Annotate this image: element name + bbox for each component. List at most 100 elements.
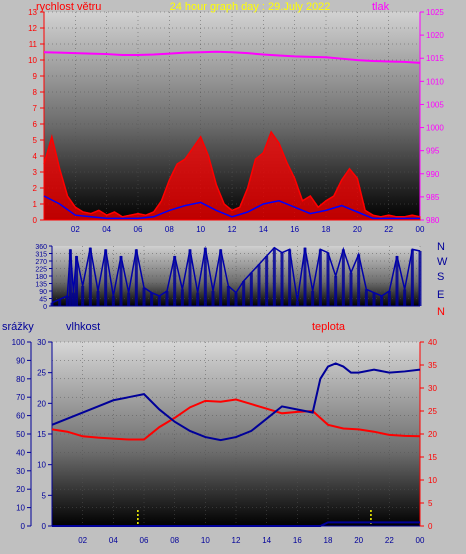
humidity-tick-label: 5 (42, 491, 47, 500)
wind-speed-tick-label: 7 (33, 104, 38, 113)
humidity-tick-label: 20 (37, 399, 46, 408)
temperature-axis-title: teplota (312, 321, 346, 333)
wind-speed-tick-label: 9 (33, 72, 38, 81)
temperature-tick-label: 15 (428, 453, 437, 462)
wind-direction-line (51, 246, 421, 304)
humidity-tick-label: 25 (37, 369, 46, 378)
wind-direction-series (50, 246, 422, 306)
pressure-axis-title: tlak (372, 1, 390, 13)
time-tick-label: 10 (201, 536, 210, 545)
direction-tick-label: 315 (35, 252, 47, 259)
time-tick-label: 18 (322, 225, 331, 234)
wind-average-line (43, 195, 420, 220)
compass-label: N (437, 306, 445, 318)
pressure-tick-label: 980 (426, 216, 440, 225)
temperature-tick-label: 35 (428, 361, 437, 370)
precipitation-axis: 0 10 20 30 40 50 60 70 80 90 100 (12, 338, 32, 531)
compass-label: E (437, 289, 444, 301)
time-tick-label: 18 (324, 536, 333, 545)
wind-speed-tick-label: 6 (33, 120, 38, 129)
wind-speed-axis-title: rychlost větru (36, 1, 101, 13)
precipitation-tick-label: 50 (16, 430, 25, 439)
time-tick-label: 12 (232, 536, 241, 545)
pressure-tick-label: 1010 (426, 77, 444, 86)
temperature-tick-label: 30 (428, 384, 437, 393)
temp-humidity-series (51, 362, 421, 527)
time-tick-label: 16 (293, 536, 302, 545)
humidity-axis-title: vlhkost (66, 321, 100, 333)
time-tick-label: 20 (354, 536, 363, 545)
temperature-tick-label: 40 (428, 338, 437, 347)
humidity-line (51, 362, 421, 442)
wind-speed-tick-label: 12 (28, 24, 37, 33)
pressure-tick-label: 995 (426, 147, 440, 156)
time-tick-label: 08 (165, 225, 174, 234)
pressure-tick-label: 1000 (426, 124, 444, 133)
humidity-tick-label: 0 (42, 522, 47, 531)
wind-speed-tick-label: 4 (33, 152, 38, 161)
pressure-tick-label: 1005 (426, 100, 444, 109)
time-tick-label: 04 (102, 225, 111, 234)
humidity-tick-label: 10 (37, 461, 46, 470)
precipitation-tick-label: 10 (16, 504, 25, 513)
time-tick-label: 02 (78, 536, 87, 545)
time-tick-label: 10 (196, 225, 205, 234)
compass-label: N (437, 241, 445, 253)
pressure-tick-label: 1025 (426, 8, 444, 17)
wind-speed-tick-label: 3 (33, 168, 38, 177)
precipitation-tick-label: 90 (16, 356, 25, 365)
direction-tick-label: 360 (35, 244, 47, 251)
wind-speed-tick-label: 8 (33, 88, 38, 97)
chart-title: 24 hour graph day : 29.July 2022 (170, 1, 331, 13)
temperature-axis: 0 5 10 15 20 25 30 35 40 (419, 338, 437, 531)
pressure-tick-label: 1015 (426, 54, 444, 63)
time-tick-label: 02 (71, 225, 80, 234)
time-tick-label: 08 (170, 536, 179, 545)
direction-tick-label: 135 (35, 282, 47, 289)
temp-humidity-panel: 0 10 20 30 40 50 60 70 80 90 100 0 5 10 15 20 25 30 0 5 10… (0, 318, 466, 554)
precipitation-tick-label: 30 (16, 467, 25, 476)
time-tick-label: 00 (416, 536, 425, 545)
pressure-tick-label: 990 (426, 170, 440, 179)
wind-speed-tick-label: 2 (33, 184, 38, 193)
precipitation-tick-label: 0 (21, 522, 26, 531)
time-tick-label: 06 (140, 536, 149, 545)
precipitation-tick-label: 40 (16, 448, 25, 457)
humidity-tick-label: 15 (37, 430, 46, 439)
pressure-axis: 980 985 990 995 1000 1005 1010 1015 1020 1025 (419, 8, 444, 225)
temperature-line (51, 398, 421, 441)
pressure-line (43, 50, 421, 64)
humidity-axis: 0 5 10 15 20 25 30 (37, 338, 53, 531)
time-tick-label: 20 (353, 225, 362, 234)
time-tick-label: 16 (290, 225, 299, 234)
time-tick-label: 14 (259, 225, 268, 234)
time-tick-label: 22 (385, 536, 394, 545)
temperature-tick-label: 25 (428, 407, 437, 416)
wind-speed-tick-label: 0 (33, 216, 38, 225)
precipitation-tick-label: 80 (16, 375, 25, 384)
wind-gust-line (43, 130, 421, 218)
direction-tick-label: 90 (39, 289, 47, 296)
precipitation-axis-title: srážky (2, 321, 34, 333)
temperature-tick-label: 20 (428, 430, 437, 439)
time-tick-label: 22 (384, 225, 393, 234)
time-tick-label: 12 (228, 225, 237, 234)
time-tick-label: 04 (109, 536, 118, 545)
direction-tick-label: 270 (35, 259, 47, 266)
temperature-tick-label: 0 (428, 522, 433, 531)
precipitation-tick-label: 100 (12, 338, 26, 347)
temperature-tick-label: 10 (428, 476, 437, 485)
time-tick-label: 14 (262, 536, 271, 545)
direction-tick-label: 180 (35, 274, 47, 281)
humidity-tick-label: 30 (37, 338, 46, 347)
precipitation-tick-label: 60 (16, 412, 25, 421)
time-tick-label: 06 (134, 225, 143, 234)
direction-tick-label: 45 (39, 297, 47, 304)
precipitation-tick-label: 20 (16, 485, 25, 494)
wind-pressure-series (43, 50, 421, 221)
pressure-tick-label: 985 (426, 193, 440, 202)
wind-speed-tick-label: 10 (28, 56, 37, 65)
